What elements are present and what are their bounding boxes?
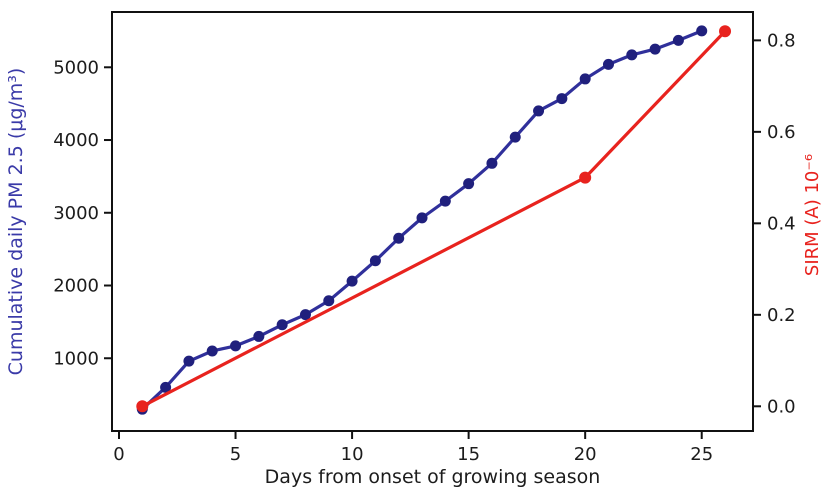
- x-axis-label: Days from onset of growing season: [265, 466, 601, 488]
- sirm-point: [136, 400, 149, 413]
- x-tick-label: 0: [113, 444, 124, 465]
- sirm-point: [579, 171, 592, 184]
- cumulative-pm25-point: [556, 93, 568, 105]
- cumulative-pm25-point: [393, 232, 405, 244]
- cumulative-pm25-point: [439, 195, 451, 207]
- cumulative-pm25-point: [299, 309, 311, 321]
- y-right-tick-label: 0.2: [767, 305, 796, 326]
- x-tick-label: 25: [690, 444, 713, 465]
- cumulative-pm25-point: [696, 25, 708, 37]
- y-left-tick-label: 2000: [53, 276, 99, 297]
- x-tick-label: 15: [457, 444, 480, 465]
- y-left-tick-label: 4000: [53, 130, 99, 151]
- y-left-tick-label: 1000: [53, 348, 99, 369]
- cumulative-pm25-point: [276, 319, 288, 331]
- cumulative-pm25-point: [602, 58, 614, 70]
- x-tick-label: 10: [341, 444, 364, 465]
- x-tick-label: 20: [574, 444, 597, 465]
- cumulative-pm25-point: [626, 49, 638, 61]
- y-axis-label-right: SIRM (A) 10⁻⁶: [802, 154, 823, 276]
- cumulative-pm25-point: [206, 345, 218, 357]
- cumulative-pm25-point: [416, 212, 428, 224]
- cumulative-pm25-point: [509, 131, 521, 143]
- cumulative-pm25-point: [183, 355, 195, 367]
- y-left-tick-label: 5000: [53, 57, 99, 78]
- cumulative-pm25-point: [486, 157, 498, 169]
- cumulative-pm25-point: [672, 34, 684, 46]
- cumulative-pm25-point: [253, 330, 265, 342]
- cumulative-pm25-point: [369, 255, 381, 267]
- sirm-point: [719, 25, 732, 38]
- y-right-tick-label: 0.6: [767, 122, 796, 143]
- cumulative-pm25-point: [533, 105, 545, 117]
- y-right-tick-label: 0.4: [767, 213, 796, 234]
- y-axis-label-left: Cumulative daily PM 2.5 (μg/m³): [5, 68, 27, 376]
- cumulative-pm25-point: [230, 340, 242, 352]
- cumulative-pm25-point: [346, 275, 358, 287]
- x-tick-label: 5: [230, 444, 241, 465]
- cumulative-pm25-point: [649, 43, 661, 55]
- y-right-tick-label: 0.0: [767, 396, 796, 417]
- sirm-line: [140, 29, 727, 408]
- cumulative-pm25-point: [463, 178, 475, 190]
- plot-border: [111, 11, 754, 432]
- y-left-tick-label: 3000: [53, 203, 99, 224]
- cumulative-pm25-point: [160, 381, 172, 393]
- cumulative-pm25-point: [323, 295, 335, 307]
- cumulative-pm25-point: [579, 73, 591, 85]
- y-right-tick-label: 0.8: [767, 30, 796, 51]
